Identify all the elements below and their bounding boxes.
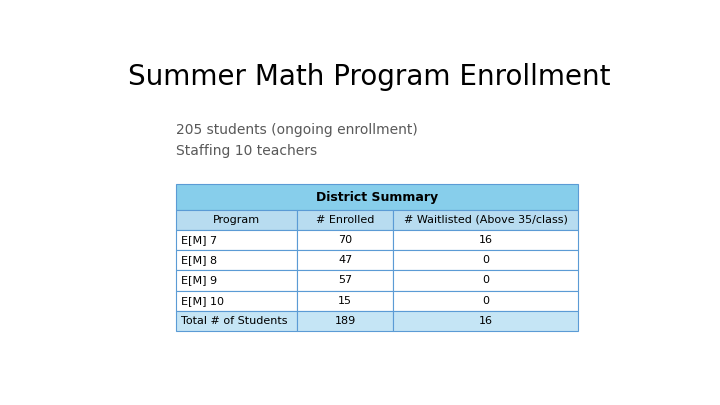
Bar bbox=[176, 271, 297, 290]
Bar bbox=[176, 184, 578, 210]
Text: 0: 0 bbox=[482, 275, 490, 286]
Bar bbox=[393, 250, 578, 271]
Bar bbox=[393, 290, 578, 311]
Text: E[M] 9: E[M] 9 bbox=[181, 275, 217, 286]
Text: E[M] 7: E[M] 7 bbox=[181, 235, 217, 245]
Bar bbox=[393, 271, 578, 290]
Bar bbox=[393, 230, 578, 250]
Text: # Waitlisted (Above 35/class): # Waitlisted (Above 35/class) bbox=[404, 215, 568, 225]
Bar bbox=[297, 311, 393, 331]
Bar bbox=[393, 311, 578, 331]
Bar bbox=[176, 311, 297, 331]
Text: 16: 16 bbox=[479, 316, 493, 326]
Bar bbox=[176, 210, 297, 230]
Text: Staffing 10 teachers: Staffing 10 teachers bbox=[176, 144, 318, 158]
Text: 57: 57 bbox=[338, 275, 352, 286]
Bar bbox=[297, 230, 393, 250]
Text: E[M] 8: E[M] 8 bbox=[181, 255, 217, 265]
Text: Summer Math Program Enrollment: Summer Math Program Enrollment bbox=[127, 63, 611, 91]
Bar bbox=[176, 230, 297, 250]
Bar bbox=[297, 250, 393, 271]
Text: # Enrolled: # Enrolled bbox=[316, 215, 374, 225]
Bar bbox=[393, 210, 578, 230]
Text: 205 students (ongoing enrollment): 205 students (ongoing enrollment) bbox=[176, 124, 418, 137]
Text: E[M] 10: E[M] 10 bbox=[181, 296, 224, 306]
Text: Program: Program bbox=[213, 215, 261, 225]
Bar bbox=[176, 290, 297, 311]
Bar bbox=[176, 250, 297, 271]
Text: 189: 189 bbox=[335, 316, 356, 326]
Bar bbox=[297, 290, 393, 311]
Text: 47: 47 bbox=[338, 255, 352, 265]
Text: District Summary: District Summary bbox=[316, 191, 438, 204]
Text: 15: 15 bbox=[338, 296, 352, 306]
Bar bbox=[297, 271, 393, 290]
Text: Total # of Students: Total # of Students bbox=[181, 316, 287, 326]
Text: 16: 16 bbox=[479, 235, 493, 245]
Text: 0: 0 bbox=[482, 255, 490, 265]
Text: 0: 0 bbox=[482, 296, 490, 306]
Text: 70: 70 bbox=[338, 235, 352, 245]
Bar bbox=[297, 210, 393, 230]
